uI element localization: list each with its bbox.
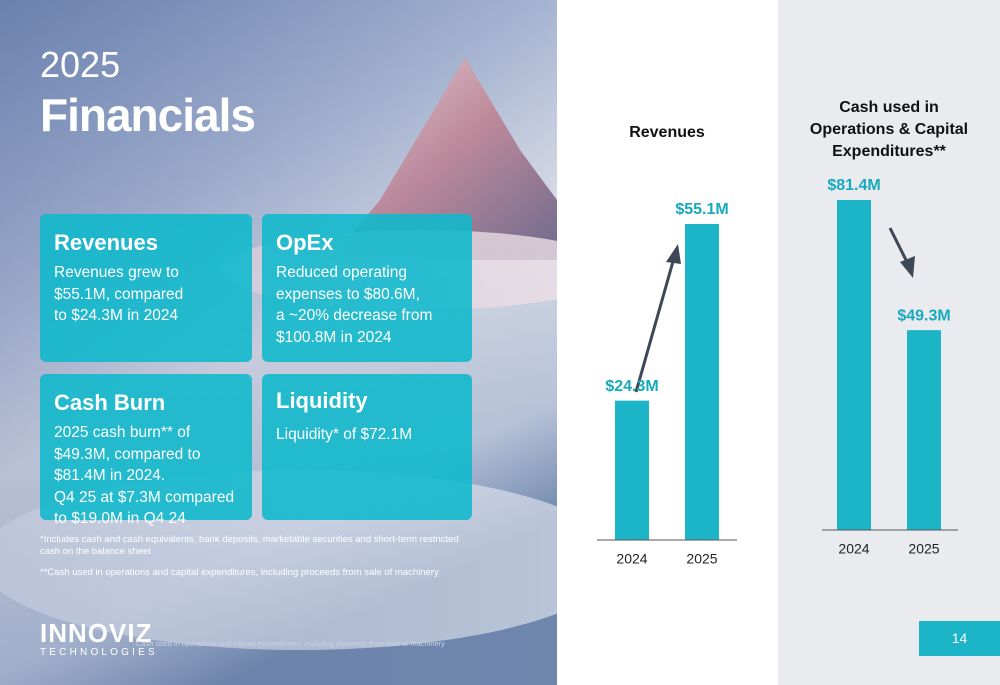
- page-number: 14: [919, 621, 1000, 656]
- card-heading: Cash Burn: [54, 390, 166, 415]
- footnote: *Includes cash and cash equivalents, ban…: [40, 534, 459, 545]
- value-label: $24.3M: [605, 378, 658, 395]
- card-text: Revenues grew to: [54, 264, 179, 281]
- bar: [685, 224, 719, 540]
- card-text: $81.4M in 2024.: [54, 467, 166, 484]
- x-tick-label: 2025: [908, 541, 939, 557]
- card-text: Reduced operating: [276, 264, 407, 281]
- card-text: to $19.0M in Q4 24: [54, 510, 186, 527]
- logo-sub: TECHNOLOGIES: [40, 647, 158, 658]
- value-label: $81.4M: [827, 177, 880, 194]
- x-tick-label: 2024: [616, 551, 647, 567]
- footnote: cash on the balance sheet: [40, 546, 151, 557]
- bar: [837, 200, 871, 530]
- card-heading: Revenues: [54, 230, 158, 255]
- card-text: Q4 25 at $7.3M compared: [54, 488, 235, 506]
- card: OpEx Reduced operating expenses to $80.6M,…: [262, 214, 472, 362]
- chart-title: Cash used in: [839, 99, 939, 116]
- card-text: Liquidity* of $72.1M: [276, 426, 413, 443]
- x-tick-label: 2024: [838, 541, 869, 557]
- chart-title: Revenues: [629, 124, 705, 141]
- value-label: $49.3M: [897, 307, 950, 324]
- value-label: $55.1M: [675, 201, 728, 218]
- card-heading: Liquidity: [276, 388, 368, 413]
- footnote: **Cash used in operations and capital ex…: [40, 567, 439, 578]
- card: Revenues Revenues grew to $55.1M, compared…: [40, 214, 252, 362]
- card-text: 2025 cash burn** of: [54, 424, 191, 441]
- card-text: expenses to $80.6M,: [276, 285, 420, 303]
- bar: [615, 400, 649, 540]
- chart-panel: [557, 0, 778, 685]
- chart-title: Operations & Capital: [810, 121, 968, 138]
- card: Liquidity Liquidity* of $72.1M: [262, 374, 472, 520]
- card-text: to $24.3M in 2024: [54, 307, 179, 324]
- footnotes: *Includes cash and cash equivalents, ban…: [40, 534, 459, 579]
- card-text: $49.3M, compared to: [54, 445, 201, 463]
- card-heading: OpEx: [276, 230, 334, 255]
- trend-arrow: [888, 227, 909, 263]
- card-text: a ~20% decrease from: [276, 307, 433, 324]
- year: 2025: [40, 44, 121, 85]
- bottom-note: Cash used in operations and capital expe…: [136, 639, 445, 648]
- slide-title: Financials: [40, 89, 256, 141]
- card-text: $55.1M, compared: [54, 285, 184, 303]
- card: Cash Burn 2025 cash burn** of $49.3M, comp…: [40, 374, 252, 527]
- arrow-head: [666, 244, 681, 264]
- card-text: $100.8M in 2024: [276, 328, 392, 346]
- x-tick-label: 2025: [686, 551, 717, 567]
- trend-arrow: [634, 257, 676, 393]
- arrow-head: [900, 256, 915, 278]
- chart-panel: [778, 0, 1000, 685]
- bar: [907, 330, 941, 530]
- logo: INNOVIZ: [40, 618, 153, 648]
- chart-title: Expenditures**: [832, 143, 947, 160]
